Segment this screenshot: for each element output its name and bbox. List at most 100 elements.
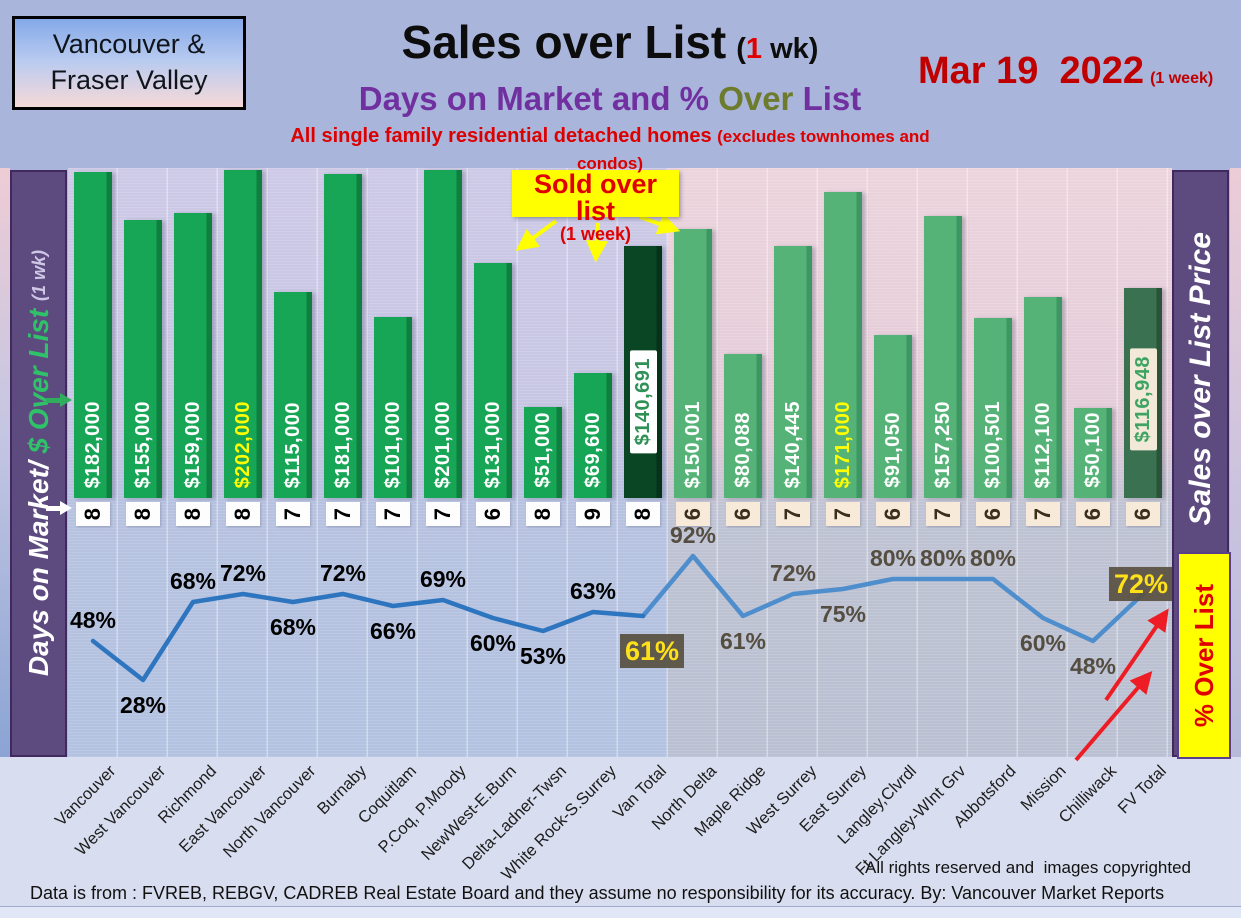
days-on-market-box: 9 [576, 502, 610, 526]
days-on-market-value: 6 [680, 507, 705, 521]
days-on-market-value: 8 [180, 507, 205, 521]
bar: $155,000 [124, 220, 162, 498]
days-on-market-value: 7 [330, 507, 355, 521]
pct-over-list-label: 80% [919, 545, 967, 571]
title-note: (1 wk) [736, 33, 818, 65]
days-on-market-box: 8 [176, 502, 210, 526]
left-axis-label: Days on Market/ $ Over List (1 wk) [23, 250, 55, 676]
days-on-market-box: 8 [526, 502, 560, 526]
bar-value-label: $202,000 [231, 400, 254, 488]
pct-over-list-label: 72% [319, 560, 367, 586]
bar: $115,000 [274, 292, 312, 498]
title-text: Sales over List [401, 16, 727, 68]
pct-over-list-label: 53% [519, 643, 567, 669]
title-note-open: ( [736, 33, 746, 65]
bar-value-label: $80,088 [731, 412, 754, 488]
bar: $159,000 [174, 213, 212, 498]
bar: $182,000 [74, 172, 112, 498]
badge-line-2: Fraser Valley [50, 65, 208, 95]
callout-subtitle: (1 week) [559, 224, 632, 244]
days-on-market-value: 9 [580, 507, 605, 521]
pct-over-list-label: 80% [869, 545, 917, 571]
days-on-market-box: 7 [776, 502, 810, 526]
badge-line-1: Vancouver & [52, 29, 206, 60]
days-on-market-value: 7 [280, 507, 305, 521]
days-on-market-value: 7 [430, 507, 455, 521]
pct-over-list-highlight: 61% [620, 634, 684, 668]
bar-value-label: $131,000 [481, 400, 504, 488]
bar: $101,000 [374, 317, 412, 498]
pct-over-list-label: 63% [569, 578, 617, 604]
bar: $140,691 [624, 246, 662, 498]
sold-over-list-callout: Sold over list (1 week) [512, 170, 679, 243]
header: Sales over List (1 wk) Days on Market and… [255, 14, 965, 177]
title-note-red: 1 [745, 33, 763, 65]
tagline-text: All single family residential detached h… [290, 125, 718, 147]
rights-notice: All rights reserved and images copyright… [865, 858, 1191, 877]
days-on-market-box: 8 [226, 502, 260, 526]
bar: $112,100 [1024, 297, 1062, 498]
bar: $91,050 [874, 335, 912, 498]
days-on-market-box: 6 [676, 502, 710, 526]
days-on-market-value: 7 [930, 507, 955, 521]
bar: $201,000 [424, 170, 462, 498]
days-on-market-value: 7 [1030, 507, 1055, 521]
days-on-market-value: 6 [480, 507, 505, 521]
bar-value-label: $51,000 [531, 412, 554, 488]
bar: $131,000 [474, 263, 512, 498]
days-on-market-value: 6 [730, 507, 755, 521]
bar-value-label: $140,691 [629, 349, 657, 453]
pct-over-list-label: 92% [669, 522, 717, 548]
bar: $150,001 [674, 229, 712, 498]
right-axis-label: Sales over List Price [1183, 231, 1217, 526]
bar-value-label: $157,250 [931, 400, 954, 488]
pct-over-list-label: 69% [419, 566, 467, 592]
pct-over-list-label: 48% [1069, 653, 1117, 679]
bar-value-label: $150,001 [681, 400, 704, 488]
days-on-market-value: 6 [980, 507, 1005, 521]
pct-over-list-label: 48% [69, 607, 117, 633]
days-on-market-value: 6 [880, 507, 905, 521]
left-axis-label-note: (1 wk) [28, 250, 49, 302]
pct-over-list-label: 61% [719, 628, 767, 654]
title-note-rest: wk) [762, 33, 819, 65]
pct-over-list-label: 66% [369, 618, 417, 644]
callout-title: Sold over list [533, 169, 658, 226]
pct-over-list-label: 75% [819, 601, 867, 627]
subtitle-purple: Days on Market and % [358, 80, 719, 117]
pct-over-list-label: 68% [269, 614, 317, 640]
days-on-market-box: 8 [626, 502, 660, 526]
bar-value-label: $140,445 [781, 400, 804, 488]
subtitle-olive: Over [718, 80, 794, 117]
bar-value-label: $112,100 [1031, 401, 1054, 488]
bar: $181,000 [324, 174, 362, 498]
bar: $51,000 [524, 407, 562, 498]
bar-value-label: $100,501 [981, 400, 1004, 488]
bar-value-label: $181,000 [331, 400, 354, 488]
days-on-market-value: 6 [1130, 507, 1155, 521]
region-badge: Vancouver & Fraser Valley [12, 16, 246, 110]
days-on-market-box: 6 [726, 502, 760, 526]
days-on-market-value: 7 [380, 507, 405, 521]
bar: $80,088 [724, 354, 762, 498]
days-on-market-box: 7 [1026, 502, 1060, 526]
days-on-market-value: 8 [530, 507, 555, 521]
pct-over-list-tag-text: % Over List [1188, 583, 1219, 728]
days-on-market-value: 8 [130, 507, 155, 521]
pct-over-list-label: 72% [769, 560, 817, 586]
days-on-market-value: 7 [830, 507, 855, 521]
left-axis-band: Days on Market/ $ Over List (1 wk) [10, 170, 67, 757]
report-date: Mar 19 2022 (1 week) [918, 50, 1240, 93]
bar: $116,948 [1124, 288, 1162, 498]
date-note: (1 week) [1150, 70, 1214, 87]
pct-over-list-label: 60% [1019, 630, 1067, 656]
pct-over-list-label: 68% [169, 568, 217, 594]
days-on-market-box: 7 [276, 502, 310, 526]
footer-background [0, 757, 1241, 918]
days-on-market-box: 6 [1076, 502, 1110, 526]
days-on-market-box: 6 [476, 502, 510, 526]
bar-value-label: $171,000 [831, 400, 854, 488]
days-on-market-value: 8 [630, 507, 655, 521]
left-edge-gradient [0, 168, 10, 757]
